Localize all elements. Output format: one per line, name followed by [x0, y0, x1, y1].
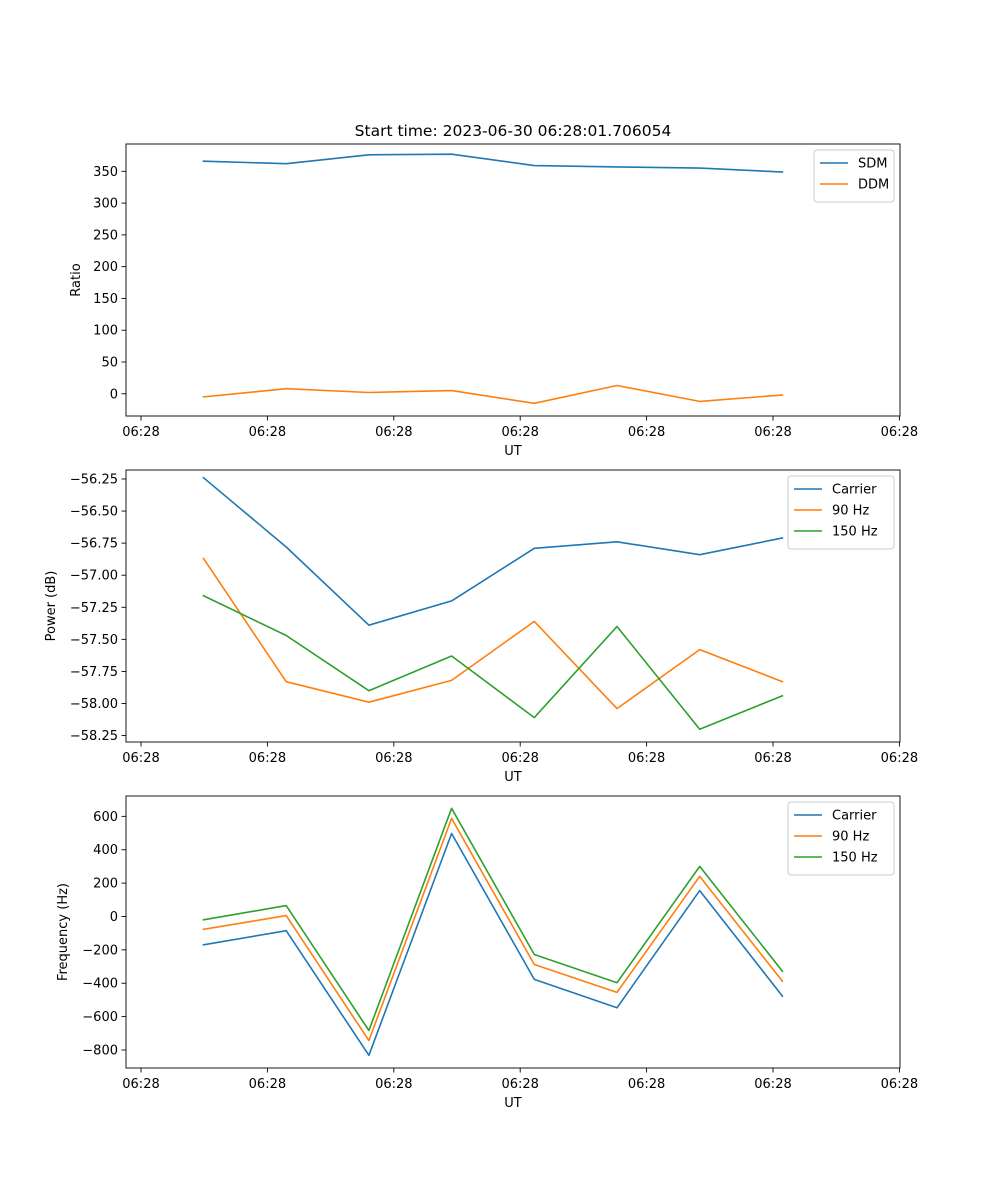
- y-tick-label: 100: [93, 324, 118, 339]
- x-tick-label: 06:28: [628, 425, 665, 440]
- legend-label: 150 Hz: [832, 851, 878, 866]
- legend-label: 90 Hz: [832, 504, 869, 519]
- figure-title: Start time: 2023-06-30 06:28:01.706054: [355, 122, 672, 140]
- axes-frame: [125, 469, 901, 743]
- y-tick-label: −56.25: [70, 472, 118, 487]
- axes-frame: [125, 143, 901, 417]
- x-tick-label: 06:28: [754, 425, 791, 440]
- series-line-1: [202, 832, 784, 1057]
- x-tick-label: 06:28: [628, 751, 665, 766]
- y-tick-label: 300: [93, 197, 118, 212]
- legend-label: 90 Hz: [832, 830, 869, 845]
- y-tick-label: 200: [93, 877, 118, 892]
- y-tick-label: 150: [93, 292, 118, 307]
- series-line-3: [202, 807, 784, 1032]
- y-tick-label: 250: [93, 228, 118, 243]
- series-line-3: [202, 594, 784, 731]
- y-tick-label: −600: [82, 1010, 118, 1025]
- x-tick-label: 06:28: [881, 1077, 918, 1092]
- x-axis-label: UT: [504, 770, 522, 785]
- x-tick-label: 06:28: [501, 751, 538, 766]
- y-tick-label: 350: [93, 165, 118, 180]
- x-tick-label: 06:28: [249, 1077, 286, 1092]
- legend-label: SDM: [858, 157, 887, 172]
- x-tick-label: 06:28: [249, 751, 286, 766]
- y-tick-label: −56.50: [70, 505, 118, 520]
- y-tick-label: −57.00: [70, 569, 118, 584]
- panel-2: 06:2806:2806:2806:2806:2806:2806:2806:29…: [44, 469, 918, 785]
- x-tick-label: 06:28: [122, 1077, 159, 1092]
- series-line-2: [202, 557, 784, 710]
- x-axis-label: UT: [504, 1096, 522, 1111]
- x-tick-label: 06:28: [881, 751, 918, 766]
- y-tick-label: −58.25: [70, 729, 118, 744]
- y-tick-label: 0: [110, 910, 118, 925]
- y-tick-label: −57.75: [70, 665, 118, 680]
- panel-1: 06:2806:2806:2806:2806:2806:2806:2806:29…: [69, 143, 918, 459]
- legend-label: 150 Hz: [832, 525, 878, 540]
- series-line-1: [202, 153, 784, 173]
- x-tick-label: 06:28: [501, 1077, 538, 1092]
- x-tick-label: 06:28: [754, 1077, 791, 1092]
- y-tick-label: −57.50: [70, 633, 118, 648]
- x-tick-label: 06:28: [375, 1077, 412, 1092]
- legend-label: Carrier: [832, 809, 877, 824]
- y-tick-label: 50: [101, 355, 118, 370]
- y-tick-label: 0: [110, 387, 118, 402]
- y-tick-label: −400: [82, 977, 118, 992]
- x-tick-label: 06:28: [754, 751, 791, 766]
- x-tick-label: 06:28: [375, 425, 412, 440]
- x-axis-label: UT: [504, 444, 522, 459]
- y-tick-label: −800: [82, 1043, 118, 1058]
- y-axis-label: Ratio: [69, 263, 84, 296]
- y-tick-label: −200: [82, 943, 118, 958]
- y-tick-label: −58.00: [70, 697, 118, 712]
- y-tick-label: −56.75: [70, 537, 118, 552]
- x-tick-label: 06:28: [501, 425, 538, 440]
- series-line-2: [202, 384, 784, 405]
- x-tick-label: 06:28: [249, 425, 286, 440]
- legend-label: Carrier: [832, 483, 877, 498]
- series-line-2: [202, 817, 784, 1042]
- x-tick-label: 06:28: [122, 425, 159, 440]
- series-line-1: [202, 476, 784, 627]
- x-tick-label: 06:28: [881, 425, 918, 440]
- y-axis-label: Power (dB): [44, 571, 59, 642]
- y-axis-label: Frequency (Hz): [56, 883, 71, 981]
- legend-label: DDM: [858, 178, 889, 193]
- panels: 06:2806:2806:2806:2806:2806:2806:2806:29…: [44, 143, 918, 1111]
- y-tick-label: −57.25: [70, 601, 118, 616]
- x-tick-label: 06:28: [122, 751, 159, 766]
- y-tick-label: 600: [93, 810, 118, 825]
- y-tick-label: 200: [93, 260, 118, 275]
- panel-3: 06:2806:2806:2806:2806:2806:2806:2806:29…: [56, 795, 918, 1111]
- x-tick-label: 06:28: [375, 751, 412, 766]
- y-tick-label: 400: [93, 843, 118, 858]
- axes-frame: [125, 795, 901, 1069]
- x-tick-label: 06:28: [628, 1077, 665, 1092]
